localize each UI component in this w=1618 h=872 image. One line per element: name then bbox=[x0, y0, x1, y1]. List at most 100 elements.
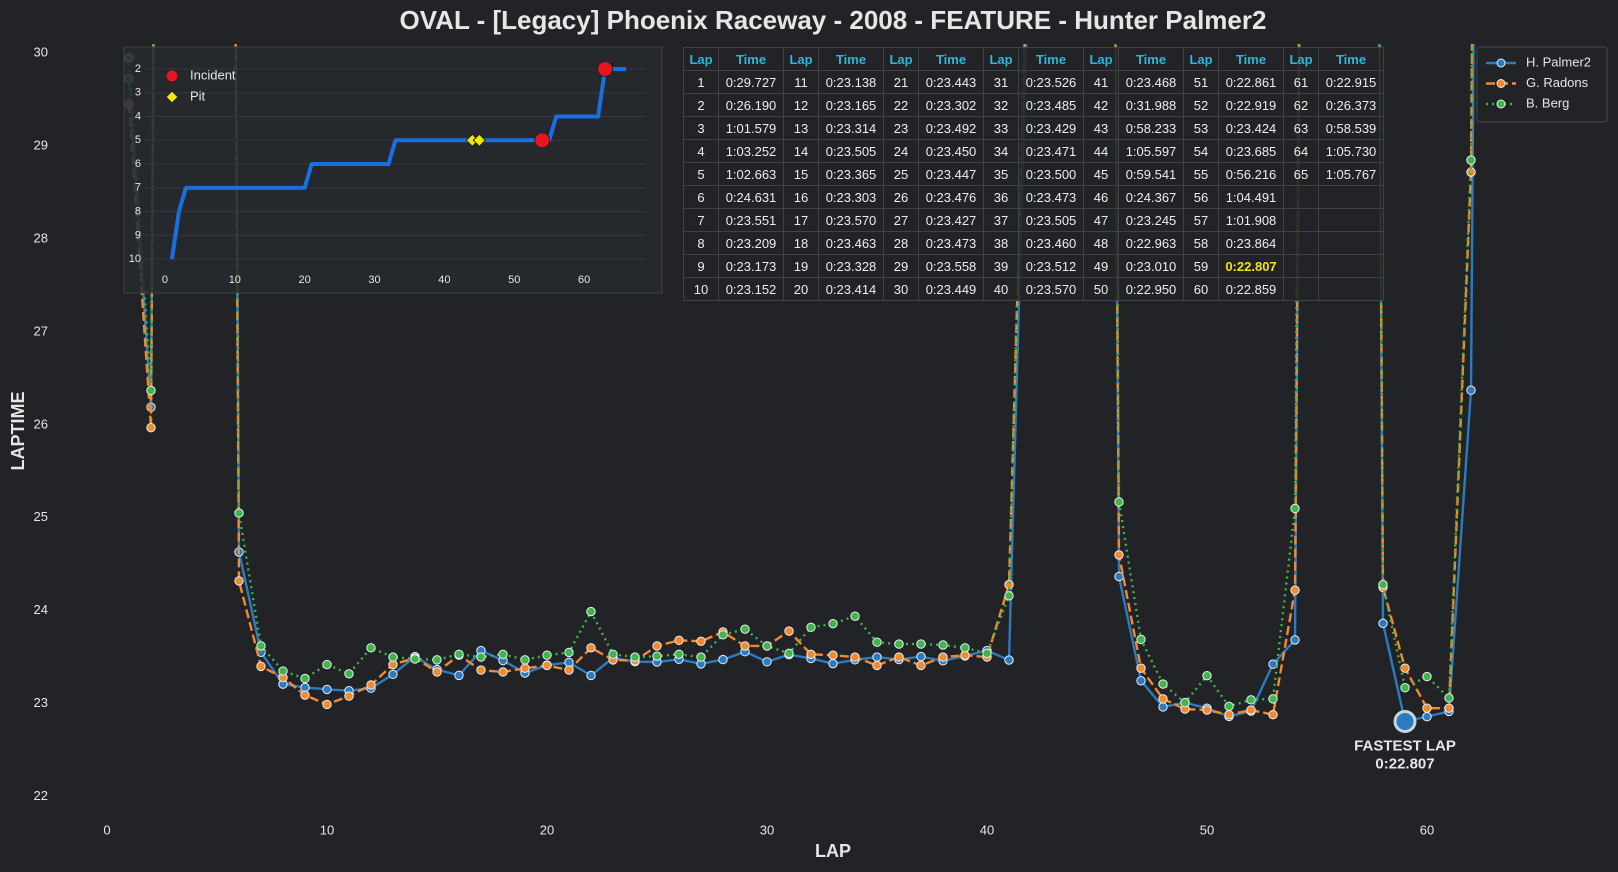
lap-cell: 59 bbox=[1183, 254, 1219, 278]
lap-cell: 9 bbox=[683, 254, 719, 278]
lap-cell: 43 bbox=[1083, 116, 1119, 140]
data-point bbox=[1136, 663, 1146, 673]
chart-title: OVAL - [Legacy] Phoenix Raceway - 2008 -… bbox=[400, 5, 1267, 35]
header-cell: Time bbox=[1018, 47, 1084, 71]
data-point bbox=[1378, 618, 1388, 628]
y-tick-label: 6 bbox=[135, 158, 141, 170]
lap-cell: 19 bbox=[783, 254, 819, 278]
time-cell: 0:23.460 bbox=[1018, 231, 1084, 255]
lap-cell: 52 bbox=[1183, 93, 1219, 117]
time-cell: 0:24.631 bbox=[718, 185, 784, 209]
lap-cell: 37 bbox=[983, 208, 1019, 232]
lap-cell: 8 bbox=[683, 231, 719, 255]
time-cell: 0:23.303 bbox=[818, 185, 884, 209]
y-tick-label: 9 bbox=[135, 229, 141, 241]
data-point bbox=[1444, 693, 1454, 703]
header-row: Lap Time Lap Time Lap Time Lap Time Lap Time Lap Ti… bbox=[683, 47, 1384, 71]
data-point bbox=[498, 667, 508, 677]
data-point bbox=[718, 630, 728, 640]
lap-cell: 18 bbox=[783, 231, 819, 255]
y-tick-label: 5 bbox=[135, 134, 141, 146]
empty-cell bbox=[1318, 254, 1384, 278]
data-point bbox=[1466, 155, 1476, 165]
x-tick-label: 30 bbox=[368, 274, 380, 286]
data-point bbox=[1290, 635, 1300, 645]
y-axis-label: LAPTIME bbox=[8, 392, 28, 471]
data-point bbox=[1224, 709, 1234, 720]
time-cell: 0:23.468 bbox=[1118, 70, 1184, 94]
lap-table: Lap Time Lap Time Lap Time Lap Time Lap Time Lap Ti… bbox=[683, 47, 1384, 301]
lap-cell: 61 bbox=[1283, 70, 1319, 94]
lap-cell: 35 bbox=[983, 162, 1019, 186]
time-cell: 0:23.328 bbox=[818, 254, 884, 278]
lap-cell: 47 bbox=[1083, 208, 1119, 232]
data-point bbox=[520, 663, 530, 673]
lap-cell: 30 bbox=[883, 277, 919, 301]
lap-cell: 31 bbox=[983, 70, 1019, 94]
time-cell: 0:22.963 bbox=[1118, 231, 1184, 255]
data-point bbox=[432, 667, 442, 677]
lap-cell: 23 bbox=[883, 116, 919, 140]
lap-cell: 28 bbox=[883, 231, 919, 255]
data-point bbox=[806, 649, 816, 659]
lap-cell: 49 bbox=[1083, 254, 1119, 278]
time-cell: 0:23.414 bbox=[818, 277, 884, 301]
data-point bbox=[1180, 697, 1190, 708]
y-tick-label: 25 bbox=[34, 509, 48, 524]
x-tick-label: 30 bbox=[760, 822, 774, 837]
data-point bbox=[344, 691, 354, 701]
lap-cell: 12 bbox=[783, 93, 819, 117]
data-point bbox=[1136, 676, 1146, 686]
annotation-title: FASTEST LAP bbox=[1354, 737, 1456, 754]
time-cell: 0:23.473 bbox=[918, 231, 984, 255]
x-tick-label: 50 bbox=[508, 274, 520, 286]
data-point bbox=[784, 648, 794, 659]
data-point bbox=[938, 652, 948, 662]
data-point bbox=[1004, 655, 1014, 665]
data-point bbox=[916, 651, 926, 662]
data-point bbox=[784, 626, 794, 636]
time-cell: 0:23.685 bbox=[1218, 139, 1284, 163]
y-tick-label: 22 bbox=[34, 788, 48, 803]
time-cell: 0:31.988 bbox=[1118, 93, 1184, 117]
data-point bbox=[388, 669, 398, 680]
table-row: 7 0:23.551 17 0:23.570 27 0:23.427 37 0:23.505 4… bbox=[683, 208, 1384, 232]
data-point bbox=[366, 680, 376, 690]
data-point bbox=[454, 670, 464, 681]
lap-cell: 14 bbox=[783, 139, 819, 163]
time-cell: 0:23.302 bbox=[918, 93, 984, 117]
data-point bbox=[916, 660, 926, 671]
table-row: 9 0:23.173 19 0:23.328 29 0:23.558 39 0:23.512 4… bbox=[683, 254, 1384, 278]
legend-marker bbox=[165, 69, 179, 83]
data-point bbox=[894, 639, 904, 649]
lap-cell: 20 bbox=[783, 277, 819, 301]
lap-cell: 57 bbox=[1183, 208, 1219, 232]
data-point bbox=[1114, 497, 1124, 507]
x-tick-label: 0 bbox=[162, 274, 168, 286]
fastest-lap-marker bbox=[1393, 709, 1417, 733]
data-point bbox=[806, 622, 816, 633]
lap-cell: 25 bbox=[883, 162, 919, 186]
time-cell: 0:22.807 bbox=[1218, 254, 1284, 278]
data-point bbox=[828, 618, 838, 629]
time-cell: 0:23.010 bbox=[1118, 254, 1184, 278]
lap-cell: 62 bbox=[1283, 93, 1319, 117]
data-point bbox=[542, 650, 552, 660]
data-point bbox=[740, 641, 750, 651]
data-point bbox=[894, 652, 904, 662]
table-row: 10 0:23.152 20 0:23.414 30 0:23.449 40 0:23.570… bbox=[683, 277, 1384, 301]
legend-label: Pit bbox=[190, 88, 206, 103]
time-cell: 0:23.365 bbox=[818, 162, 884, 186]
data-point bbox=[542, 660, 552, 671]
time-cell: 0:22.859 bbox=[1218, 277, 1284, 301]
data-point bbox=[762, 641, 772, 651]
empty-cell bbox=[1318, 231, 1384, 255]
lap-cell: 38 bbox=[983, 231, 1019, 255]
empty-cell bbox=[1283, 231, 1319, 255]
data-point bbox=[938, 640, 948, 650]
data-point bbox=[300, 690, 310, 700]
data-point bbox=[586, 643, 596, 653]
x-tick-label: 20 bbox=[540, 822, 554, 837]
header-cell: Lap bbox=[883, 47, 919, 71]
